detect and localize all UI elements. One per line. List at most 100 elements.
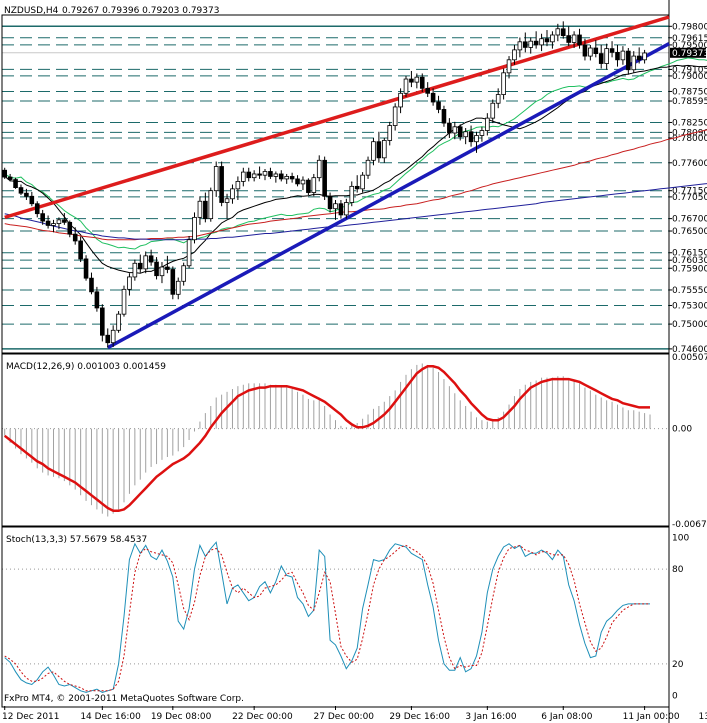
price-label-8: 0.78250 [672,118,707,128]
candle-body [588,47,593,57]
candle-68 [371,137,376,166]
candle-90 [490,99,496,124]
candle-62 [338,200,344,219]
candle-15 [83,255,89,281]
candle-73 [398,88,403,114]
current-price-label: 0.79373 [672,49,707,59]
candle-body [89,277,94,293]
candle-89 [485,113,490,136]
candle-body [409,78,414,83]
candle-body [257,173,262,176]
candle-body [316,159,322,179]
candle-body [392,106,398,126]
candle-body [593,47,599,55]
candle-body [24,192,29,197]
candle-69 [376,131,382,163]
candle-body [441,109,447,124]
price-label-10: 0.78000 [672,134,707,144]
candle-31 [170,266,176,300]
candle-body [403,78,409,94]
candle-body [34,203,40,215]
candle-95 [517,37,523,58]
candle-105 [571,31,577,49]
candle-47 [257,166,262,179]
candle-59 [322,156,327,201]
price-label-0: 0.79800 [672,22,707,32]
time-label-0: 12 Dec 2011 [2,712,60,722]
candle-45 [246,167,252,182]
time-label-7: 6 Jan 08:00 [541,712,593,722]
price-label-16: 0.76150 [672,249,707,259]
candle-11 [62,213,67,225]
candle-body [550,34,555,43]
candle-body [18,187,24,194]
time-label-3: 22 Dec 00:00 [232,712,293,722]
candle-body [2,169,8,178]
candle-54 [295,175,300,187]
candle-103 [560,21,566,39]
candle-body [175,280,181,295]
candle-116 [631,51,637,73]
current-price-box [670,47,706,58]
candle-body [485,117,490,131]
candle-body [452,126,458,134]
candle-body [72,233,78,242]
price-label-15: 0.76500 [672,227,707,237]
candle-body [419,76,425,89]
candle-0 [2,167,8,179]
macd-tick-0: 0.00507 [672,353,707,363]
candle-13 [72,227,78,245]
candle-body [609,48,615,53]
candle-body [344,202,349,216]
candle-113 [615,44,620,67]
candle-94 [512,44,517,65]
candle-115 [626,48,631,75]
candle-66 [360,172,365,193]
candle-body [490,102,496,119]
candle-body [127,276,132,290]
candle-body [56,219,62,224]
price-label-20: 0.75300 [672,301,707,311]
candle-body [251,173,257,179]
candle-18 [100,304,105,342]
candle-91 [495,88,501,109]
candle-60 [327,192,333,213]
candle-body [143,255,149,270]
candle-35 [192,212,197,244]
candle-19 [105,328,111,348]
candle-50 [273,171,279,183]
price-label-21: 0.75000 [672,320,707,330]
candle-32 [175,277,181,300]
candle-55 [300,176,306,191]
price-label-6: 0.78750 [672,87,707,97]
candle-body [620,50,626,61]
candle-7 [40,209,45,225]
candle-body [371,141,376,161]
candle-93 [506,56,512,79]
candle-body [517,41,523,51]
candle-body [295,178,300,185]
candle-body [501,72,506,95]
candle-body [137,262,143,270]
candle-body [67,221,73,235]
candle-body [430,92,436,103]
candle-body [213,166,219,192]
candle-16 [89,272,94,295]
candle-body [148,255,154,263]
candle-body [100,307,105,336]
candle-body [360,174,365,190]
time-label-2: 19 Dec 08:00 [151,712,212,722]
price-label-18: 0.75900 [672,264,707,274]
candle-114 [620,46,626,65]
candle-70 [382,137,387,163]
candle-body [105,334,111,344]
candle-body [582,44,588,57]
price-label-5: 0.79000 [672,72,707,82]
candle-body [447,122,452,134]
candle-9 [51,219,56,233]
price-label-1: 0.79615 [672,34,707,44]
candle-104 [566,26,571,47]
main-title: NZDUSD,H4 [4,6,59,16]
candle-body [45,220,51,226]
candle-4 [24,188,29,201]
